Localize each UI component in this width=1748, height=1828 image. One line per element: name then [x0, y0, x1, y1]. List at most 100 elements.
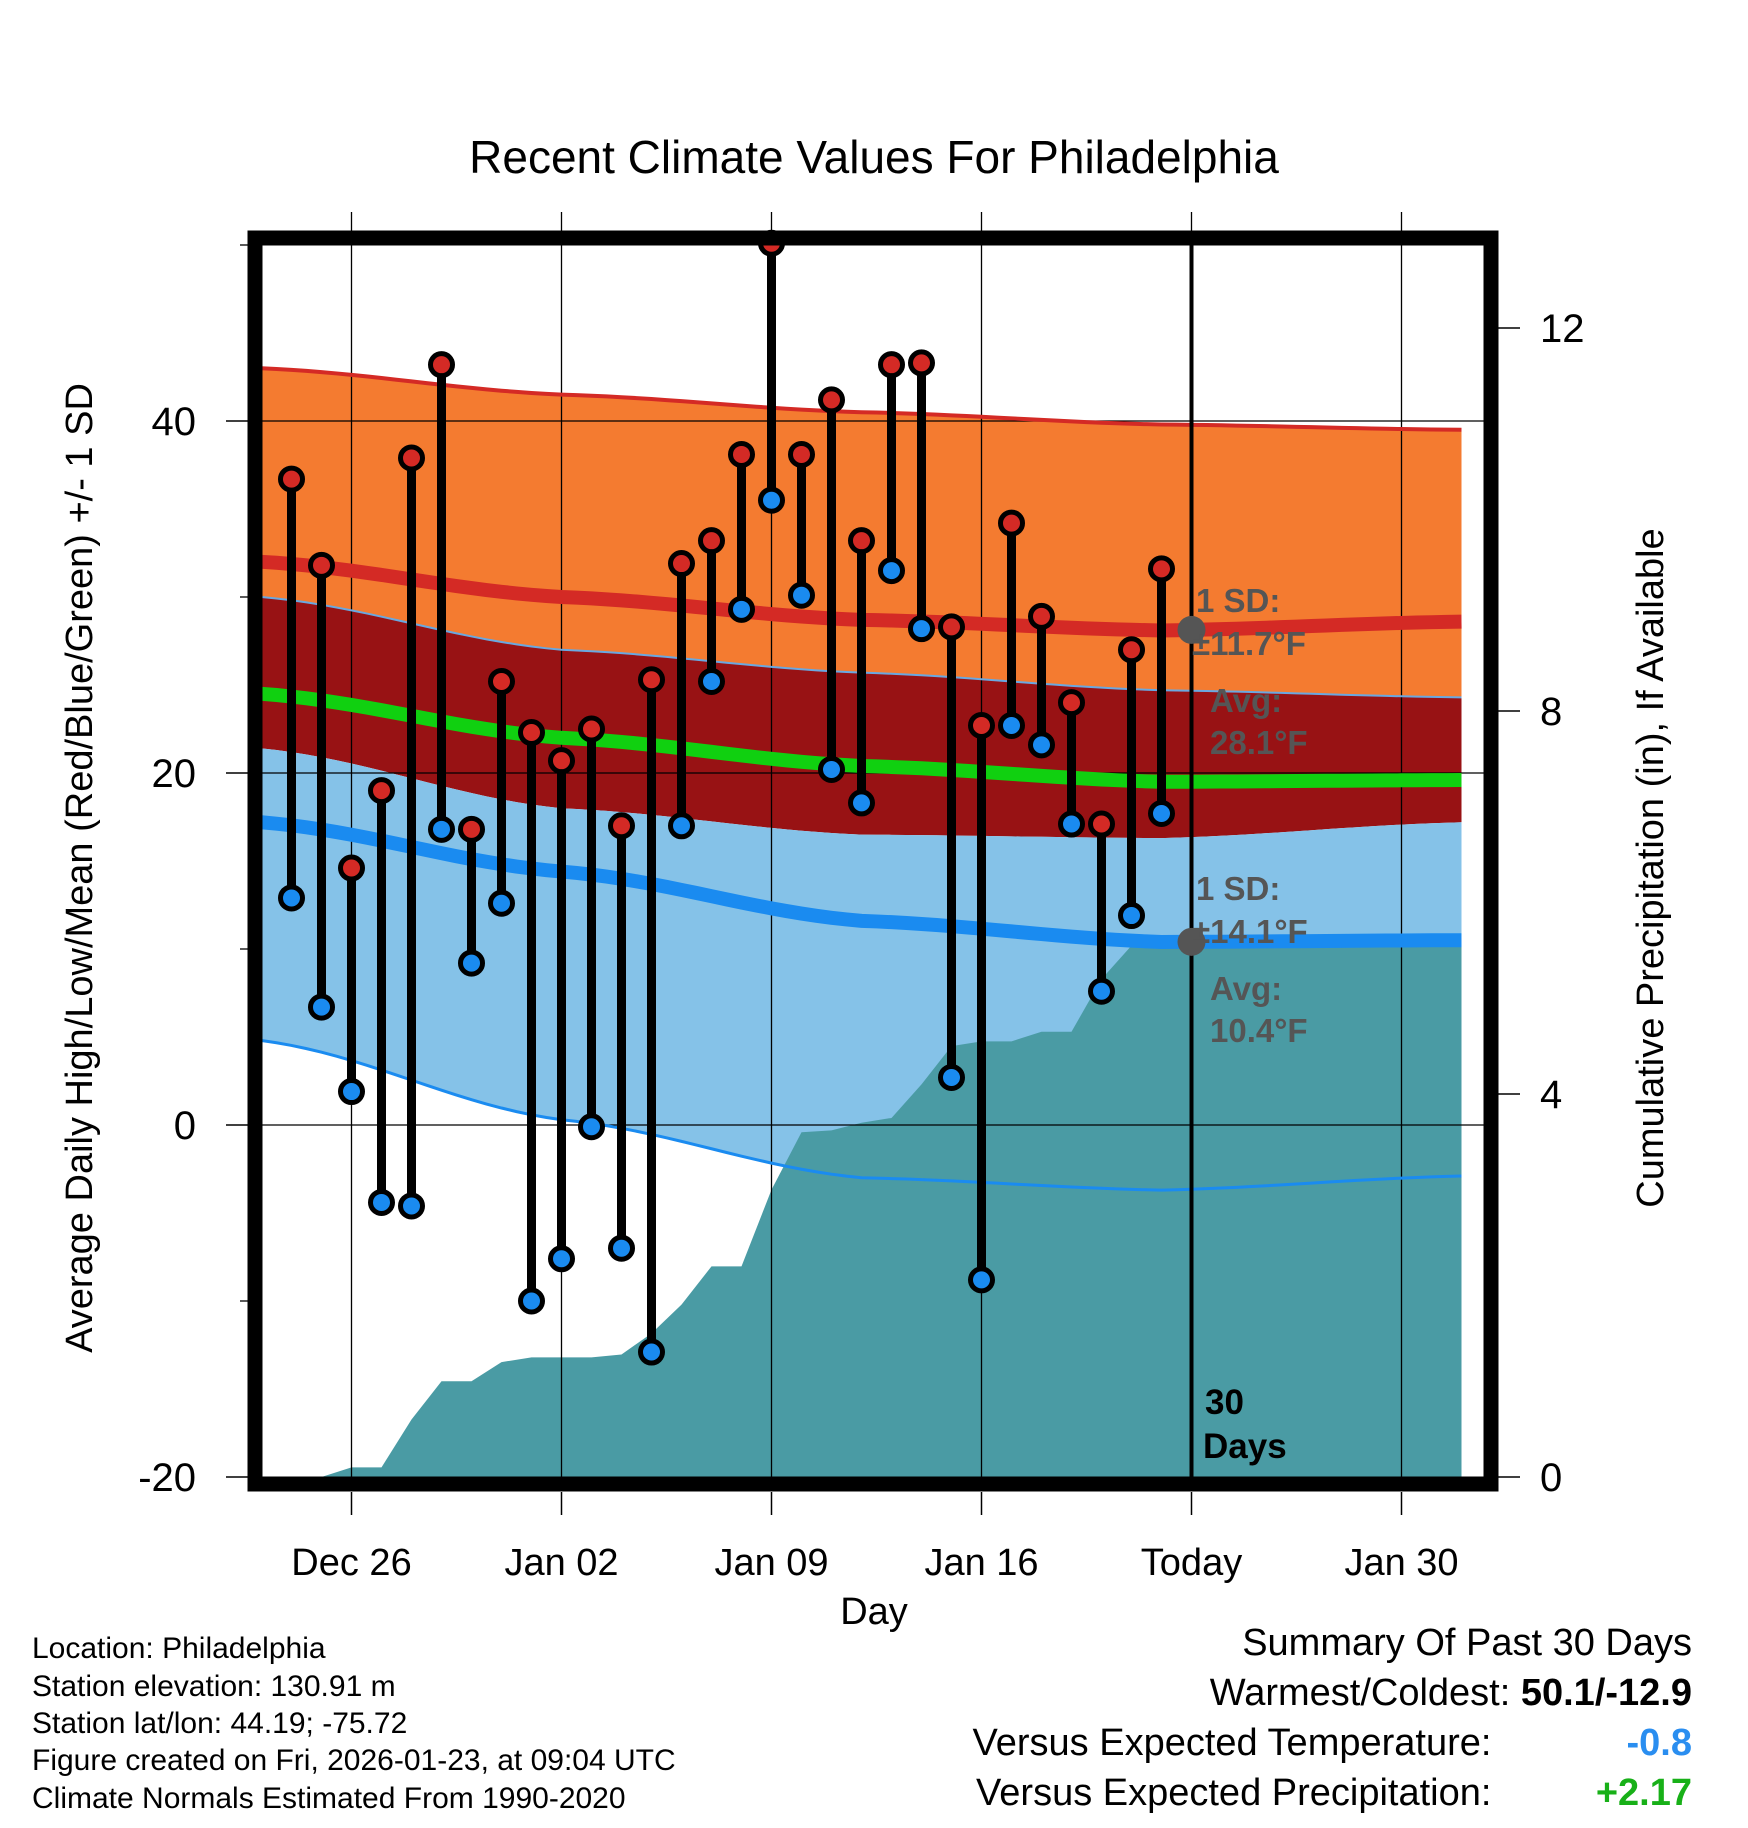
- high-marker: [398, 444, 425, 472]
- x-tick-label: Jan 09: [714, 1542, 828, 1584]
- y-tick-label: 20: [152, 752, 197, 796]
- summary-warmest-row: Warmest/Coldest: 50.1/-12.9: [1210, 1672, 1692, 1715]
- low-marker: [848, 789, 875, 817]
- low-marker: [368, 1188, 395, 1216]
- high-marker: [788, 440, 815, 468]
- high-marker: [278, 465, 305, 493]
- high-marker: [668, 550, 695, 578]
- low-marker: [638, 1338, 665, 1366]
- low-marker: [758, 486, 785, 514]
- high-marker: [428, 351, 455, 379]
- high-avg-value: 28.1°F: [1210, 724, 1308, 761]
- high-marker: [1028, 602, 1055, 630]
- high-marker: [1148, 555, 1175, 583]
- low-marker: [578, 1113, 605, 1141]
- x-tick-label: Jan 30: [1344, 1542, 1458, 1584]
- high-avg-label: Avg:: [1210, 682, 1282, 719]
- plot-frame: [247, 230, 1499, 1492]
- summary-precip-row: Versus Expected Precipitation: +2.17: [976, 1772, 1692, 1815]
- low-marker: [998, 711, 1025, 739]
- low-marker: [1028, 731, 1055, 759]
- summary-temp-row: Versus Expected Temperature: -0.8: [973, 1722, 1692, 1765]
- low-marker: [458, 949, 485, 977]
- high-marker: [848, 527, 875, 555]
- avg-high-dot: [1177, 615, 1206, 644]
- y2-tick-label: 8: [1540, 690, 1562, 734]
- high-marker: [698, 527, 725, 555]
- meta-location: Location: Philadelphia: [32, 1632, 326, 1665]
- low-marker: [878, 557, 905, 585]
- low-marker: [1148, 799, 1175, 827]
- high-marker: [488, 667, 515, 695]
- high-marker: [608, 812, 635, 840]
- high-marker: [728, 440, 755, 468]
- x-tick-label: Jan 16: [924, 1542, 1038, 1584]
- high-marker: [998, 509, 1025, 537]
- high-marker: [1088, 810, 1115, 838]
- high-marker: [368, 777, 395, 805]
- low-marker: [308, 993, 335, 1021]
- x-tick-label: Dec 26: [291, 1542, 411, 1584]
- summary-precip-label: Versus Expected Precipitation:: [976, 1772, 1492, 1814]
- high-marker: [1118, 636, 1145, 664]
- summary-precip-value: +2.17: [1595, 1772, 1692, 1814]
- low-marker: [1088, 977, 1115, 1005]
- summary-warmest-value: 50.1/-12.9: [1520, 1672, 1692, 1714]
- high-marker: [308, 551, 335, 579]
- summary-heading: Summary Of Past 30 Days: [1242, 1622, 1692, 1664]
- low-marker: [938, 1063, 965, 1091]
- y-tick-label: 0: [174, 1104, 196, 1148]
- high-marker: [548, 747, 575, 775]
- y2-tick-label: 0: [1540, 1456, 1562, 1500]
- period-unit: Days: [1203, 1427, 1287, 1466]
- low-sd-value: ±14.1°F: [1192, 913, 1308, 950]
- high-marker: [338, 854, 365, 882]
- period-count: 30: [1205, 1383, 1244, 1422]
- meta-latlon: Station lat/lon: 44.19; -75.72: [32, 1707, 408, 1740]
- y2-tick-label: 12: [1540, 307, 1585, 351]
- annotations: 1 SD: ±11.7°F Avg: 28.1°F 1 SD: ±14.1°F Avg: 10…: [1177, 582, 1308, 1466]
- low-avg-value: 10.4°F: [1210, 1012, 1308, 1049]
- low-marker: [488, 889, 515, 917]
- high-marker: [938, 613, 965, 641]
- chart-title: Recent Climate Values For Philadelphia: [469, 131, 1279, 183]
- high-marker: [818, 386, 845, 414]
- summary-temp-value: -0.8: [1626, 1722, 1692, 1764]
- high-sd-label: 1 SD:: [1196, 582, 1280, 619]
- meta-created: Figure created on Fri, 2026-01-23, at 09…: [32, 1744, 676, 1777]
- avg-low-line: [260, 815, 1462, 949]
- low-marker: [818, 755, 845, 783]
- low-marker: [908, 615, 935, 643]
- high-upper-sd-line: [261, 366, 1462, 432]
- low-marker: [278, 884, 305, 912]
- low-marker: [608, 1234, 635, 1262]
- y2-axis-label: Cumulative Precipitation (in), If Availa…: [1630, 528, 1672, 1207]
- y-tick-label: -20: [138, 1456, 196, 1500]
- high-marker: [1058, 689, 1085, 717]
- plot-border: [247, 230, 1499, 1492]
- low-marker: [338, 1078, 365, 1106]
- x-tick-label: Jan 02: [504, 1542, 618, 1584]
- low-marker: [1118, 902, 1145, 930]
- x-tick-label: Today: [1141, 1542, 1242, 1584]
- avg-low-dot: [1177, 927, 1206, 956]
- meta-elevation: Station elevation: 130.91 m: [32, 1670, 396, 1703]
- high-marker: [458, 815, 485, 843]
- high-marker: [518, 719, 545, 747]
- high-marker: [878, 351, 905, 379]
- summary-temp-label: Versus Expected Temperature:: [972, 1722, 1492, 1764]
- low-marker: [518, 1287, 545, 1315]
- low-marker: [968, 1266, 995, 1294]
- high-marker: [638, 666, 665, 694]
- y2-tick-label: 4: [1540, 1073, 1562, 1117]
- x-axis-label: Day: [840, 1591, 908, 1633]
- y-axis-label: Average Daily High/Low/Mean (Red/Blue/Gr…: [59, 383, 101, 1353]
- low-marker: [1058, 810, 1085, 838]
- high-marker: [578, 715, 605, 743]
- low-marker: [398, 1192, 425, 1220]
- low-marker: [428, 815, 455, 843]
- low-sd-label: 1 SD:: [1196, 870, 1280, 907]
- high-sd-value: ±11.7°F: [1192, 625, 1306, 662]
